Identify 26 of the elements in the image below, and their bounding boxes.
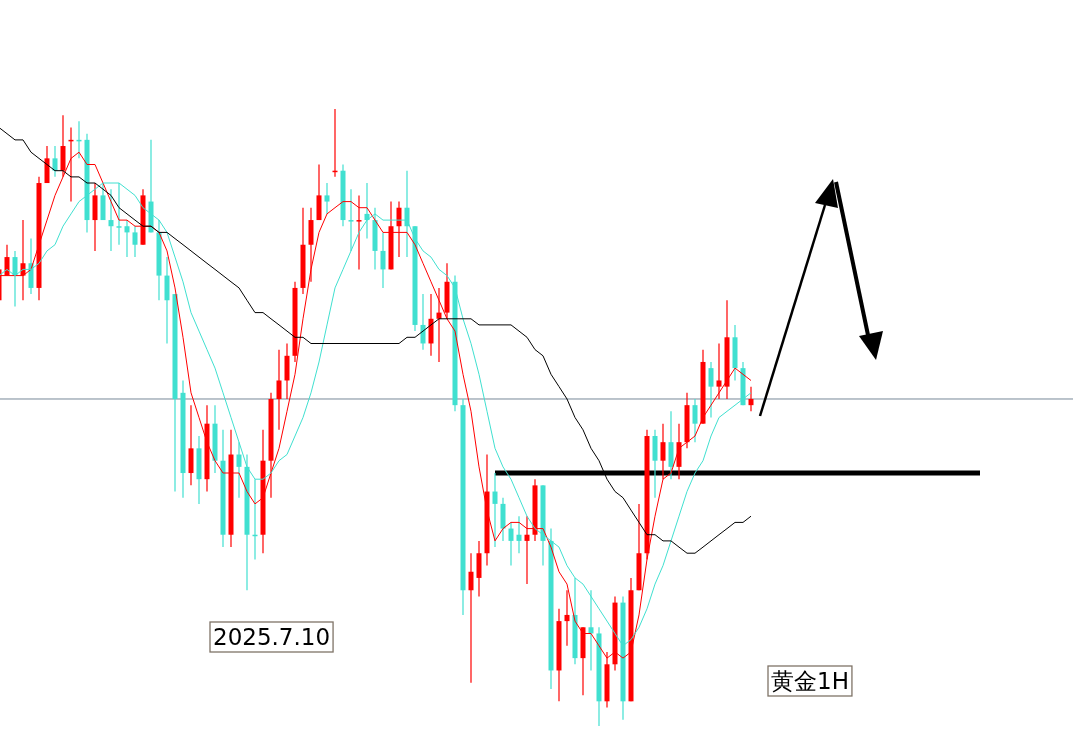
- candlestick: [492, 472, 498, 548]
- candlestick: [276, 349, 282, 431]
- candlestick: [508, 521, 514, 567]
- candlestick: [692, 398, 698, 443]
- candlestick: [348, 188, 354, 252]
- candlestick: [516, 515, 522, 554]
- candlestick: [52, 145, 58, 178]
- candlestick: [132, 225, 138, 258]
- candlestick: [108, 188, 114, 252]
- candlestick: [324, 182, 330, 215]
- candlestick: [660, 423, 666, 480]
- text: 黄金1H: [771, 668, 849, 694]
- candlestick: [468, 552, 474, 684]
- candlestick: [524, 515, 530, 585]
- candlestick: [588, 589, 594, 672]
- candlestick: [748, 386, 754, 412]
- candlestick: [116, 182, 122, 246]
- candlestick: [564, 589, 570, 647]
- candlestick: [708, 361, 714, 419]
- candlestick: [12, 250, 18, 308]
- candlestick: [380, 231, 386, 289]
- candlestick: [356, 194, 362, 271]
- candlestick: [124, 219, 130, 258]
- candlestick: [716, 342, 722, 400]
- annotation: 2025.7.10: [213, 624, 331, 650]
- candlestick: [236, 441, 242, 499]
